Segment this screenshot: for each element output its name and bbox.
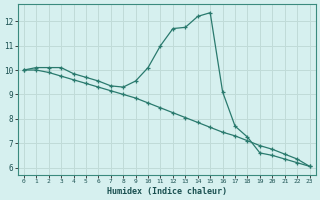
X-axis label: Humidex (Indice chaleur): Humidex (Indice chaleur) — [107, 187, 227, 196]
